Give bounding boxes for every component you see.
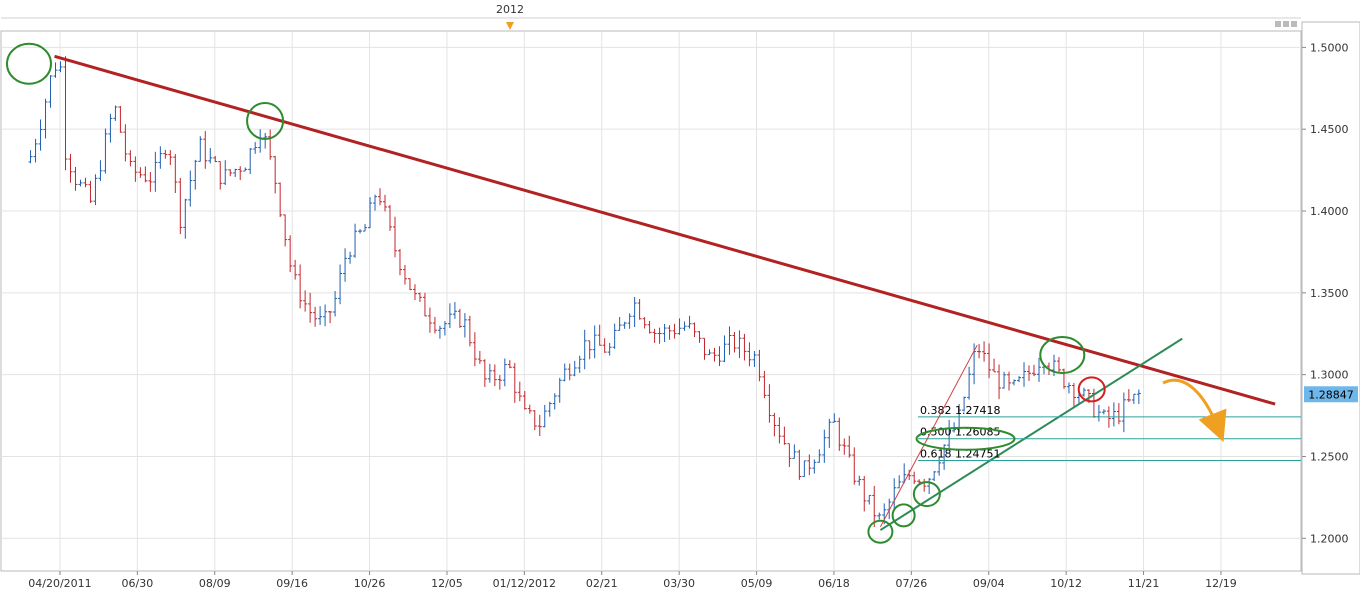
x-tick-label: 06/18 — [818, 577, 850, 590]
panel-controls-icon[interactable] — [1275, 21, 1297, 27]
resistance-trendline — [54, 54, 1276, 406]
x-tick-label: 09/16 — [276, 577, 308, 590]
annotations — [6, 42, 1106, 544]
y-tick-label: 1.2500 — [1310, 450, 1349, 463]
highlight-circle — [6, 42, 52, 85]
candles — [28, 56, 1141, 528]
x-tick-label: 01/12/2012 — [493, 577, 556, 590]
x-tick-label: 12/19 — [1205, 577, 1237, 590]
x-tick-label: 07/26 — [896, 577, 928, 590]
fib-guide — [879, 344, 978, 528]
y-axis-panel — [1301, 21, 1360, 575]
current-price-badge: 1.28847 — [1304, 386, 1358, 403]
x-axis-ticks: 04/20/2011 06/30 08/09 09/16 10/26 12/05 01/12… — [28, 571, 1237, 590]
y-tick-label: 1.4000 — [1310, 205, 1349, 218]
x-tick-label: 10/12 — [1050, 577, 1082, 590]
highlight-circle — [912, 481, 941, 508]
x-tick-label: 10/26 — [354, 577, 386, 590]
highlight-ellipse — [915, 426, 1016, 451]
x-tick-label: 08/09 — [199, 577, 231, 590]
y-tick-label: 1.4500 — [1310, 123, 1349, 136]
projection-arrow — [1162, 378, 1227, 442]
y-axis-ticks: 1.5000 1.4500 1.4000 1.3500 1.3000 1.2500 1.20… — [1302, 41, 1349, 545]
highlight-circle-red — [1077, 376, 1106, 403]
y-tick-label: 1.3500 — [1310, 287, 1349, 300]
x-tick-label: 02/21 — [586, 577, 618, 590]
x-tick-label: 06/30 — [122, 577, 154, 590]
x-tick-label: 11/21 — [1128, 577, 1160, 590]
x-tick-label: 04/20/2011 — [28, 577, 91, 590]
plot-frame — [0, 30, 1302, 572]
x-tick-label: 09/04 — [973, 577, 1005, 590]
trendlines — [54, 54, 1276, 531]
highlight-circle — [891, 503, 916, 528]
x-tick-label: 03/30 — [663, 577, 695, 590]
y-tick-label: 1.5000 — [1310, 41, 1349, 54]
grid — [1, 31, 1301, 571]
fib-guide-line — [879, 344, 978, 528]
fib-label: 0.382 1.27418 — [920, 404, 1000, 417]
support-trendline — [879, 337, 1183, 531]
x-tick-label: 12/05 — [431, 577, 463, 590]
fib-label: 0.618 1.24751 — [920, 448, 1000, 461]
highlight-circle — [246, 102, 285, 140]
highlight-circle — [867, 519, 894, 544]
y-tick-label: 1.2000 — [1310, 532, 1349, 545]
x-tick-label: 05/09 — [741, 577, 773, 590]
current-price-label: 1.28847 — [1308, 388, 1354, 401]
highlight-circle — [1039, 336, 1086, 374]
year-marker-label: 2012 — [496, 3, 524, 16]
year-marker-icon — [506, 22, 514, 30]
y-tick-label: 1.3000 — [1310, 369, 1349, 382]
